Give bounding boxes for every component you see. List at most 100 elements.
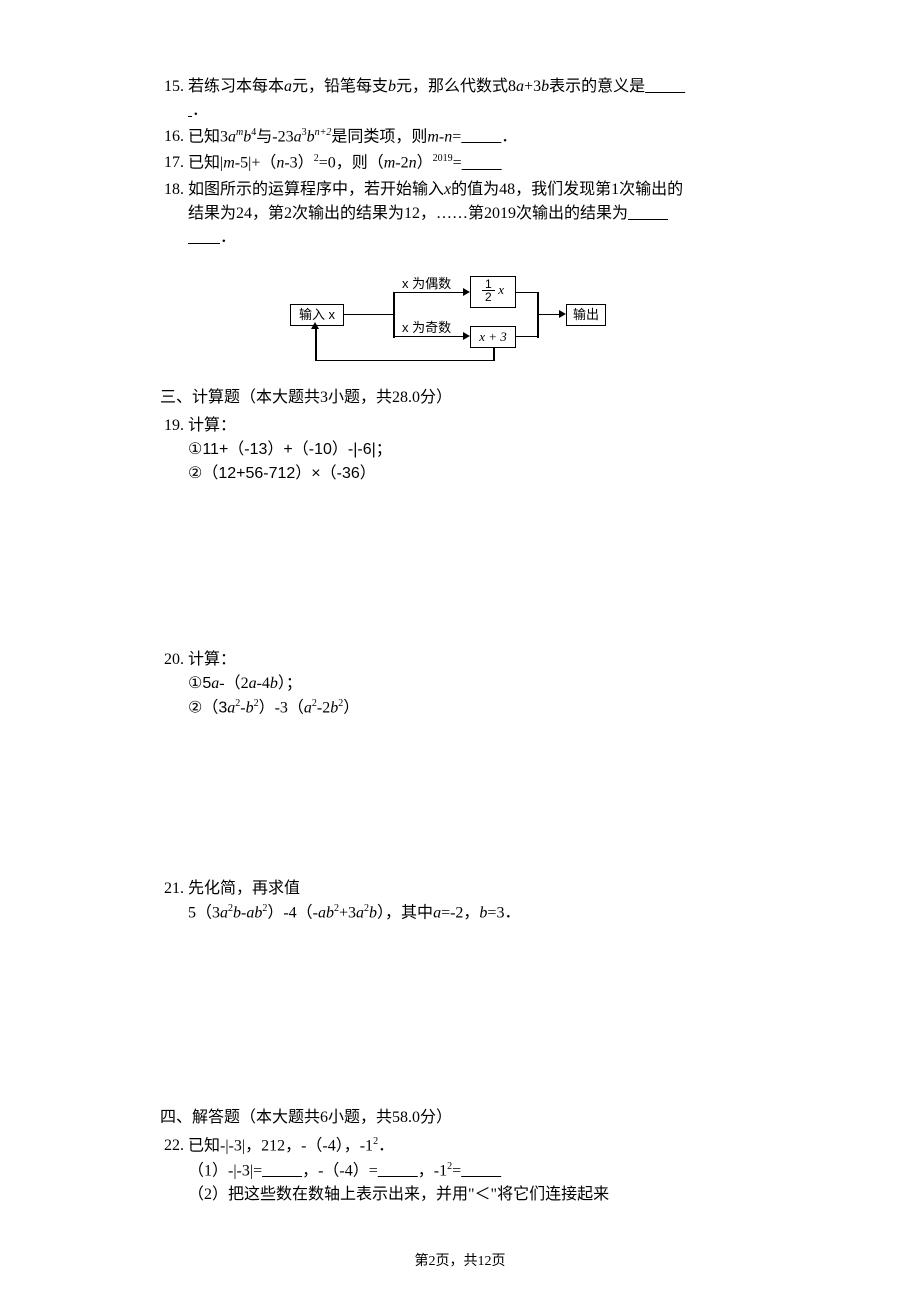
q22-l2c: ，-1 [418, 1162, 447, 1179]
q20-l1d: ）； [278, 675, 302, 692]
q18-t1: 如图所示的运算程序中，若开始输入 [188, 181, 444, 198]
q17-t2: -5|+（ [235, 155, 277, 172]
question-18: 18. 如图所示的运算程序中，若开始输入x的值为48，我们发现第1次输出的 结果… [160, 178, 760, 250]
q17-m: m [223, 155, 235, 172]
q19-title: 计算： [188, 417, 236, 434]
q21-b4: b [369, 904, 377, 921]
q15-plus: +3 [524, 78, 541, 95]
q22-num: 22. [160, 1134, 188, 1207]
q16-a: a [228, 128, 236, 145]
q21-b3: b [326, 904, 334, 921]
question-17: 17. 已知|m-5|+（n-3）2=0，则（m-2n）2019= [160, 151, 760, 175]
q21-l1a: 5（3 [188, 904, 220, 921]
q15-b2: b [541, 78, 549, 95]
q18-bl1 [628, 205, 668, 222]
q15-num: 15. [160, 75, 188, 123]
section-4: 四、解答题（本大题共6小题，共58.0分） [160, 1106, 760, 1130]
q16-n2: n+2 [315, 127, 332, 138]
q16-t3: 是同类项，则 [331, 128, 427, 145]
q15-tail: ． [192, 102, 208, 119]
q22-body: 已知-|-3|，212，-（-4），-12． （1）-|-3|= ，-（-4）=… [188, 1134, 760, 1207]
page-footer: 第2页，共12页 [0, 1251, 920, 1272]
fa2 [463, 332, 470, 340]
q15-body: 若练习本每本a元，铅笔每支b元，那么代数式8a+3b表示的意义是 ． [188, 75, 760, 123]
space-20 [160, 722, 760, 877]
fh-x: x [498, 282, 504, 297]
question-19: 19. 计算： ①11+（-13）+（-10）-|-6|； ②（12+56-71… [160, 414, 760, 486]
fh-d: 2 [482, 291, 495, 303]
q16-tail: ． [501, 128, 517, 145]
q15-t3: 元，那么代数式8 [396, 78, 516, 95]
q18-num: 18. [160, 178, 188, 250]
q21-b: b [233, 904, 241, 921]
q18-t3: 结果为24，第2次输出的结果为12，……第2019次输出的结果为 [188, 205, 628, 222]
q18-bl2 [188, 229, 220, 246]
q20-a2: a [249, 675, 257, 692]
fl11 [315, 326, 317, 361]
q16-a2: a [294, 128, 302, 145]
q21-l1c: ）-4（- [267, 904, 318, 921]
q15-blank [645, 78, 685, 95]
q17-t4: =0，则（ [319, 155, 384, 172]
q22-l2d: = [452, 1162, 461, 1179]
q22-l2a: （1）-|-3|= [188, 1162, 262, 1179]
q22-l1b: ． [378, 1138, 394, 1155]
q16-t1: 已知3 [188, 128, 228, 145]
q17-exp: 2019 [433, 153, 453, 164]
q17-eq: = [453, 155, 462, 172]
fl1 [344, 314, 394, 316]
flow-plus3: x + 3 [470, 326, 516, 348]
q15-a: a [284, 78, 292, 95]
q19-body: 计算： ①11+（-13）+（-10）-|-6|； ②（12+56-712）×（… [188, 414, 760, 486]
q20-b: b [270, 675, 278, 692]
q19-l2: ②（12+56-712）×（-36） [188, 465, 376, 482]
fa4 [311, 322, 319, 329]
q18-tail: ． [220, 229, 236, 246]
q21-a5: a [433, 904, 441, 921]
q18-t2: 的值为48，我们发现第1次输出的 [451, 181, 683, 198]
fl5 [516, 292, 538, 294]
fp3: x + 3 [479, 329, 507, 344]
q20-l2a: ②（3 [188, 699, 227, 716]
q20-body: 计算： ①5a-（2a-4b）； ②（3a2-b2）-3（a2-2b2） [188, 648, 760, 720]
q21-l1f: =-2， [441, 904, 479, 921]
fa1 [463, 288, 470, 296]
q15-t2: 元，铅笔每支 [292, 78, 388, 95]
q22-l3: （2）把这些数在数轴上表示出来，并用"＜"将它们连接起来 [188, 1186, 609, 1203]
q21-l1e: ），其中 [377, 904, 433, 921]
q16-t2: 与-23 [256, 128, 293, 145]
q21-l1g: =3． [487, 904, 520, 921]
question-15: 15. 若练习本每本a元，铅笔每支b元，那么代数式8a+3b表示的意义是 ． [160, 75, 760, 123]
space-21 [160, 927, 760, 1102]
question-16: 16. 已知3amb4与-23a3bn+2是同类项，则m-n= ． [160, 125, 760, 149]
q20-l2d: -2 [317, 699, 330, 716]
q15-b: b [388, 78, 396, 95]
fl10 [493, 348, 495, 361]
question-20: 20. 计算： ①5a-（2a-4b）； ②（3a2-b2）-3（a2-2b2） [160, 648, 760, 720]
section-3: 三、计算题（本大题共3小题，共28.0分） [160, 386, 760, 410]
q17-t6: ） [417, 155, 433, 172]
q16-b2: b [307, 128, 315, 145]
q20-title: 计算： [188, 651, 236, 668]
q22-b1 [262, 1162, 302, 1179]
q19-num: 19. [160, 414, 188, 486]
q22-b2 [378, 1162, 418, 1179]
q16-body: 已知3amb4与-23a3bn+2是同类项，则m-n= ． [188, 125, 760, 149]
q18-body: 如图所示的运算程序中，若开始输入x的值为48，我们发现第1次输出的 结果为24，… [188, 178, 760, 250]
q16-blank [461, 128, 501, 145]
q17-t5: -2 [395, 155, 408, 172]
q22-l2b: ，-（-4）= [302, 1162, 378, 1179]
q20-num: 20. [160, 648, 188, 720]
q17-num: 17. [160, 151, 188, 175]
fl6 [516, 336, 538, 338]
q21-l1d: +3 [339, 904, 356, 921]
q15-a2: a [516, 78, 524, 95]
q17-blank [462, 155, 502, 172]
q17-n2: n [409, 155, 417, 172]
fa3 [559, 310, 566, 318]
fl8 [537, 314, 561, 316]
q21-title: 先化简，再求值 [188, 880, 300, 897]
q20-l2c: ）-3（ [259, 699, 304, 716]
q21-a3: a [318, 904, 326, 921]
q15-t1: 若练习本每本 [188, 78, 284, 95]
